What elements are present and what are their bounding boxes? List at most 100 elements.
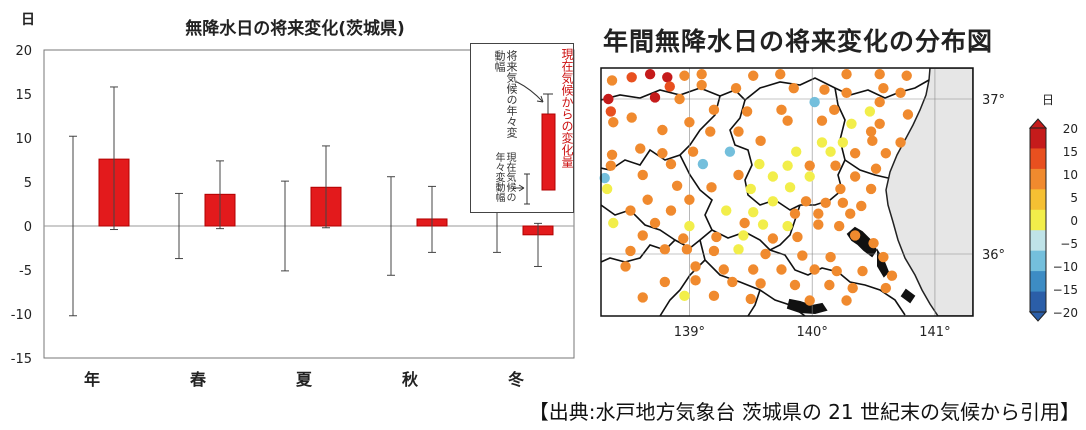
- station-marker: [831, 265, 842, 277]
- future-variability-ranges: [110, 86, 542, 267]
- station-marker: [733, 169, 744, 181]
- inset-arrow-future-head: [536, 95, 544, 103]
- station-marker: [886, 270, 898, 281]
- colorbar-segment: [1030, 148, 1046, 170]
- station-marker: [625, 245, 636, 257]
- colorbar-segment: [1030, 230, 1046, 252]
- boundary-line: [747, 289, 761, 316]
- station-marker: [847, 282, 858, 294]
- station-marker: [895, 87, 906, 99]
- longitude-tick-label: 139°: [674, 325, 705, 340]
- station-marker: [690, 275, 701, 286]
- station-marker: [681, 244, 693, 255]
- station-marker: [605, 160, 617, 171]
- source-citation: 【出典:水戸地方気象台 茨城県の 21 世紀末の気候から引用】: [528, 400, 1080, 424]
- station-marker: [825, 146, 836, 157]
- station-marker: [809, 96, 820, 108]
- station-marker: [874, 69, 885, 80]
- station-marker: [895, 137, 906, 148]
- y-tick-label: -5: [19, 264, 32, 279]
- station-marker: [659, 276, 671, 288]
- station-marker: [606, 75, 618, 86]
- station-marker: [608, 217, 619, 229]
- inset-diagram: [513, 81, 556, 205]
- inset-arrow-future: [516, 81, 544, 103]
- inset-arrow-present-head: [518, 184, 525, 192]
- station-marker: [841, 295, 852, 306]
- station-marker: [637, 230, 648, 241]
- station-marker: [733, 244, 744, 255]
- boundary-line: [601, 95, 721, 171]
- bar-chart-title: 無降水日の将来変化(茨城県): [185, 19, 405, 39]
- station-marker: [690, 261, 701, 272]
- station-marker: [816, 137, 828, 148]
- boundary-line: [601, 77, 930, 102]
- station-marker: [857, 265, 868, 277]
- station-marker: [835, 183, 846, 195]
- station-marker: [829, 104, 840, 116]
- station-marker: [659, 244, 671, 255]
- station-marker: [878, 82, 889, 94]
- station-marker: [642, 194, 653, 205]
- colorbar-tick-label: 5: [1070, 191, 1078, 205]
- station-marker: [789, 208, 801, 219]
- station-marker: [800, 196, 812, 207]
- station-marker: [784, 182, 796, 193]
- station-marker: [674, 93, 685, 105]
- y-axis-unit: 日: [21, 12, 35, 28]
- station-marker: [679, 290, 690, 302]
- colorbar: [1028, 118, 1048, 322]
- colorbar-bottom-arrow: [1028, 311, 1048, 322]
- map-frame: [600, 67, 974, 317]
- station-marker: [833, 220, 845, 232]
- colorbar-frame: [1029, 127, 1047, 313]
- station-marker: [837, 197, 849, 209]
- station-marker: [608, 117, 619, 128]
- station-marker: [679, 70, 690, 81]
- station-marker: [760, 248, 771, 260]
- station-marker: [867, 135, 878, 147]
- colorbar-tick-label: −15: [1053, 283, 1078, 297]
- bar-chart: 日 20 15 10 5 0 -5 -10 -15 年 春 夏 秋 冬: [11, 12, 575, 389]
- station-marker: [757, 219, 769, 230]
- station-marker: [625, 205, 636, 216]
- station-marker: [846, 118, 857, 129]
- x-tick-label: 年: [84, 370, 100, 389]
- station-marker: [792, 231, 803, 243]
- station-marker: [791, 146, 802, 157]
- station-marker: [664, 81, 675, 92]
- station-marker: [738, 230, 749, 241]
- station-marker: [599, 172, 610, 184]
- colorbar-segment: [1030, 209, 1046, 231]
- colorbar-tick-label: −5: [1060, 237, 1078, 251]
- station-marker: [671, 180, 683, 191]
- station-marker: [748, 206, 759, 218]
- station-marker: [837, 137, 849, 148]
- x-tick-label: 春: [189, 370, 207, 389]
- station-marker: [864, 106, 876, 117]
- colorbar-segment: [1030, 189, 1046, 211]
- station-marker: [708, 290, 720, 302]
- station-marker: [804, 171, 815, 182]
- station-marker: [626, 112, 637, 123]
- station-marker: [824, 279, 835, 291]
- y-tick-label: -10: [11, 308, 32, 323]
- boundary-line: [601, 204, 676, 241]
- station-marker: [874, 96, 885, 108]
- colorbar-tick-label: 10: [1063, 168, 1078, 182]
- station-marker: [748, 70, 759, 81]
- colorbar-tick-label: 15: [1063, 145, 1078, 159]
- station-marker: [605, 106, 617, 117]
- x-tick-labels: 年春夏秋冬: [84, 370, 524, 389]
- station-marker: [841, 87, 852, 99]
- station-marker: [665, 205, 677, 216]
- colorbar-tick-label: 0: [1070, 214, 1078, 228]
- station-marker: [868, 237, 879, 249]
- y-tick-label: 15: [15, 88, 32, 103]
- inset-future-variability-label: 将来気候の年々変動幅: [493, 50, 518, 138]
- longitude-tick-label: 140°: [797, 325, 828, 340]
- station-marker: [626, 72, 637, 83]
- station-marker: [849, 148, 861, 159]
- station-marker: [708, 104, 720, 116]
